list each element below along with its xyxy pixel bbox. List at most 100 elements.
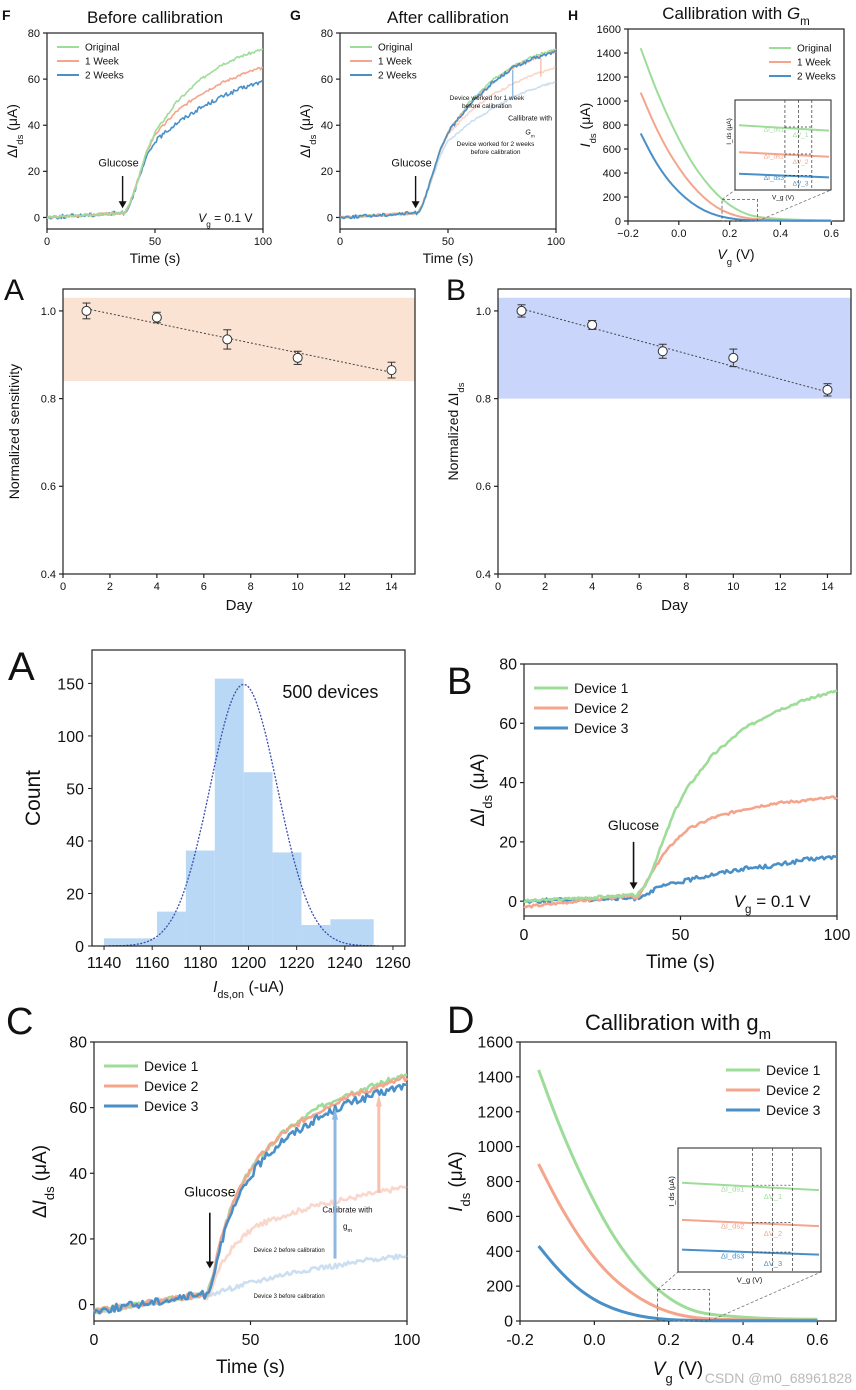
- inset-delta-ids: ΔI_ds2: [721, 1222, 744, 1231]
- inset-delta-v: ΔV_2: [764, 1229, 782, 1238]
- annotation-device2: Device 2 before calibration: [254, 1248, 325, 1254]
- y-axis-label: Count: [22, 770, 45, 826]
- label-part: ds: [480, 795, 495, 809]
- label-part: g: [665, 1371, 672, 1386]
- x-tick-label: 4: [589, 581, 595, 593]
- x-tick-label: 0: [90, 1332, 99, 1349]
- inset-y-label: I_ds (μA): [726, 118, 733, 145]
- x-axis-label: Ids,on (-uA): [213, 979, 284, 1001]
- glucose-label: Glucose: [184, 1183, 236, 1199]
- label-part: I: [577, 143, 593, 147]
- x-tick-label: 0.6: [824, 228, 839, 240]
- series-line-1: [93, 1075, 409, 1314]
- y-axis-label: ΔIds (μA): [468, 753, 495, 826]
- zoom-connector: [657, 1271, 679, 1290]
- histogram-bar: [185, 850, 215, 946]
- label-part: g: [343, 1222, 347, 1231]
- panel-A2: 1140 1160 1180 1200 1220 1240 1260 0 20 40 50 100 15…: [8, 645, 411, 1001]
- y-tick-label: 80: [28, 28, 40, 40]
- y-tick-label: 0: [508, 894, 517, 911]
- histogram-bar: [104, 938, 158, 946]
- axes-frame: [93, 1041, 408, 1322]
- inset-line: [738, 172, 830, 179]
- panel-F: 0 50 100 0 20 40 60 80 F Before callibration Time …: [2, 7, 272, 266]
- y-tick-label: 80: [499, 657, 517, 674]
- label-part: ds: [456, 382, 467, 392]
- series-line-2: [46, 80, 264, 220]
- x-tick-label: 50: [242, 1332, 260, 1349]
- data-point: [151, 312, 162, 323]
- x-axis-label: Time (s): [130, 250, 181, 266]
- y-tick-label: 40: [66, 834, 84, 851]
- x-tick-label: 6: [636, 581, 642, 593]
- y-tick-label: 60: [499, 716, 517, 733]
- x-tick-label: 0.4: [732, 1332, 754, 1349]
- x-tick-label: 14: [385, 581, 397, 593]
- data-point: [222, 334, 233, 345]
- y-tick-label: 1200: [597, 72, 621, 84]
- label-part: Δ: [468, 814, 489, 827]
- panel-letter-F: F: [2, 7, 11, 23]
- series-line-0: [537, 1069, 818, 1321]
- x-axis-label: Vg (V): [717, 246, 754, 268]
- series-line-1: [523, 795, 838, 909]
- label-part: (μA): [30, 1145, 51, 1187]
- y-tick-label: 40: [69, 1166, 87, 1183]
- zoom-connector: [721, 189, 736, 200]
- y-axis-label: ΔIds (μA): [297, 104, 319, 158]
- data-point: [516, 305, 527, 316]
- inset-line: [681, 1181, 820, 1192]
- inset-delta-ids: ΔI_ds3: [721, 1251, 744, 1260]
- label-part: (-uA): [244, 979, 284, 996]
- y-tick-label: 60: [321, 74, 333, 86]
- label-part: = 0.1 V: [211, 211, 253, 225]
- label-part: Callibration with g: [585, 1010, 759, 1035]
- x-tick-label: 0.0: [583, 1332, 605, 1349]
- label-part: (μA): [4, 104, 20, 135]
- y-tick-label: 40: [28, 120, 40, 132]
- label-part: V: [734, 892, 747, 911]
- calibrate-label: Callibrate with: [508, 116, 552, 123]
- y-axis-label: Normalized sensitivity: [6, 364, 22, 499]
- panel-B1: 0 2 4 6 8 10 12 14 0.4 0.6 0.8 1.0 B Day Normalized ΔI…: [445, 274, 852, 614]
- calibrate-arrow-blue-head: [332, 1107, 339, 1120]
- zoom-connector: [757, 189, 832, 222]
- panel-C2: 0 50 100 0 20 40 60 80 C Time (s) ΔIds (μA) Device …: [6, 1001, 420, 1378]
- legend-entry: Original: [85, 43, 119, 54]
- x-tick-label: 50: [442, 236, 454, 248]
- y-tick-label: 0: [78, 1297, 87, 1314]
- x-tick-label: 100: [254, 236, 272, 248]
- legend-entry: 2 Weeks: [378, 71, 417, 82]
- axes-frame: [523, 663, 838, 917]
- series-line-2: [92, 1083, 407, 1315]
- y-tick-label: 0.6: [41, 481, 56, 493]
- panel-letter-H: H: [568, 7, 578, 23]
- inset-line: [681, 1248, 820, 1256]
- legend-entry: 1 Week: [85, 57, 120, 68]
- x-tick-label: 0.6: [806, 1332, 828, 1349]
- label-part: I: [446, 1206, 467, 1212]
- label-part: I: [213, 979, 218, 996]
- label-part: (V): [732, 246, 755, 262]
- inset-delta-v: ΔV_2: [793, 159, 809, 166]
- y-axis-label: ΔIds (μA): [4, 104, 26, 158]
- x-tick-label: 1240: [327, 955, 363, 972]
- label-part: (μA): [468, 753, 489, 795]
- y-tick-label: 0: [327, 212, 333, 224]
- label-part: Callibration with: [662, 4, 787, 23]
- glucose-label: Glucose: [608, 817, 660, 833]
- y-tick-label: 0.6: [476, 481, 491, 493]
- label-part: g: [206, 220, 211, 229]
- y-tick-label: 0.4: [41, 569, 56, 581]
- y-tick-label: 0.8: [476, 393, 491, 405]
- inset-x-label: V_g (V): [737, 1276, 763, 1285]
- y-tick-label: 40: [321, 120, 333, 132]
- y-tick-label: 0: [615, 216, 621, 228]
- label-part: (μA): [446, 1151, 467, 1193]
- x-tick-label: 0.0: [671, 228, 686, 240]
- y-tick-label: 20: [69, 1232, 87, 1249]
- x-tick-label: 50: [672, 927, 690, 944]
- y-tick-label: 0: [34, 212, 40, 224]
- x-tick-label: 1160: [135, 955, 170, 972]
- legend-entry: 1 Week: [797, 58, 832, 69]
